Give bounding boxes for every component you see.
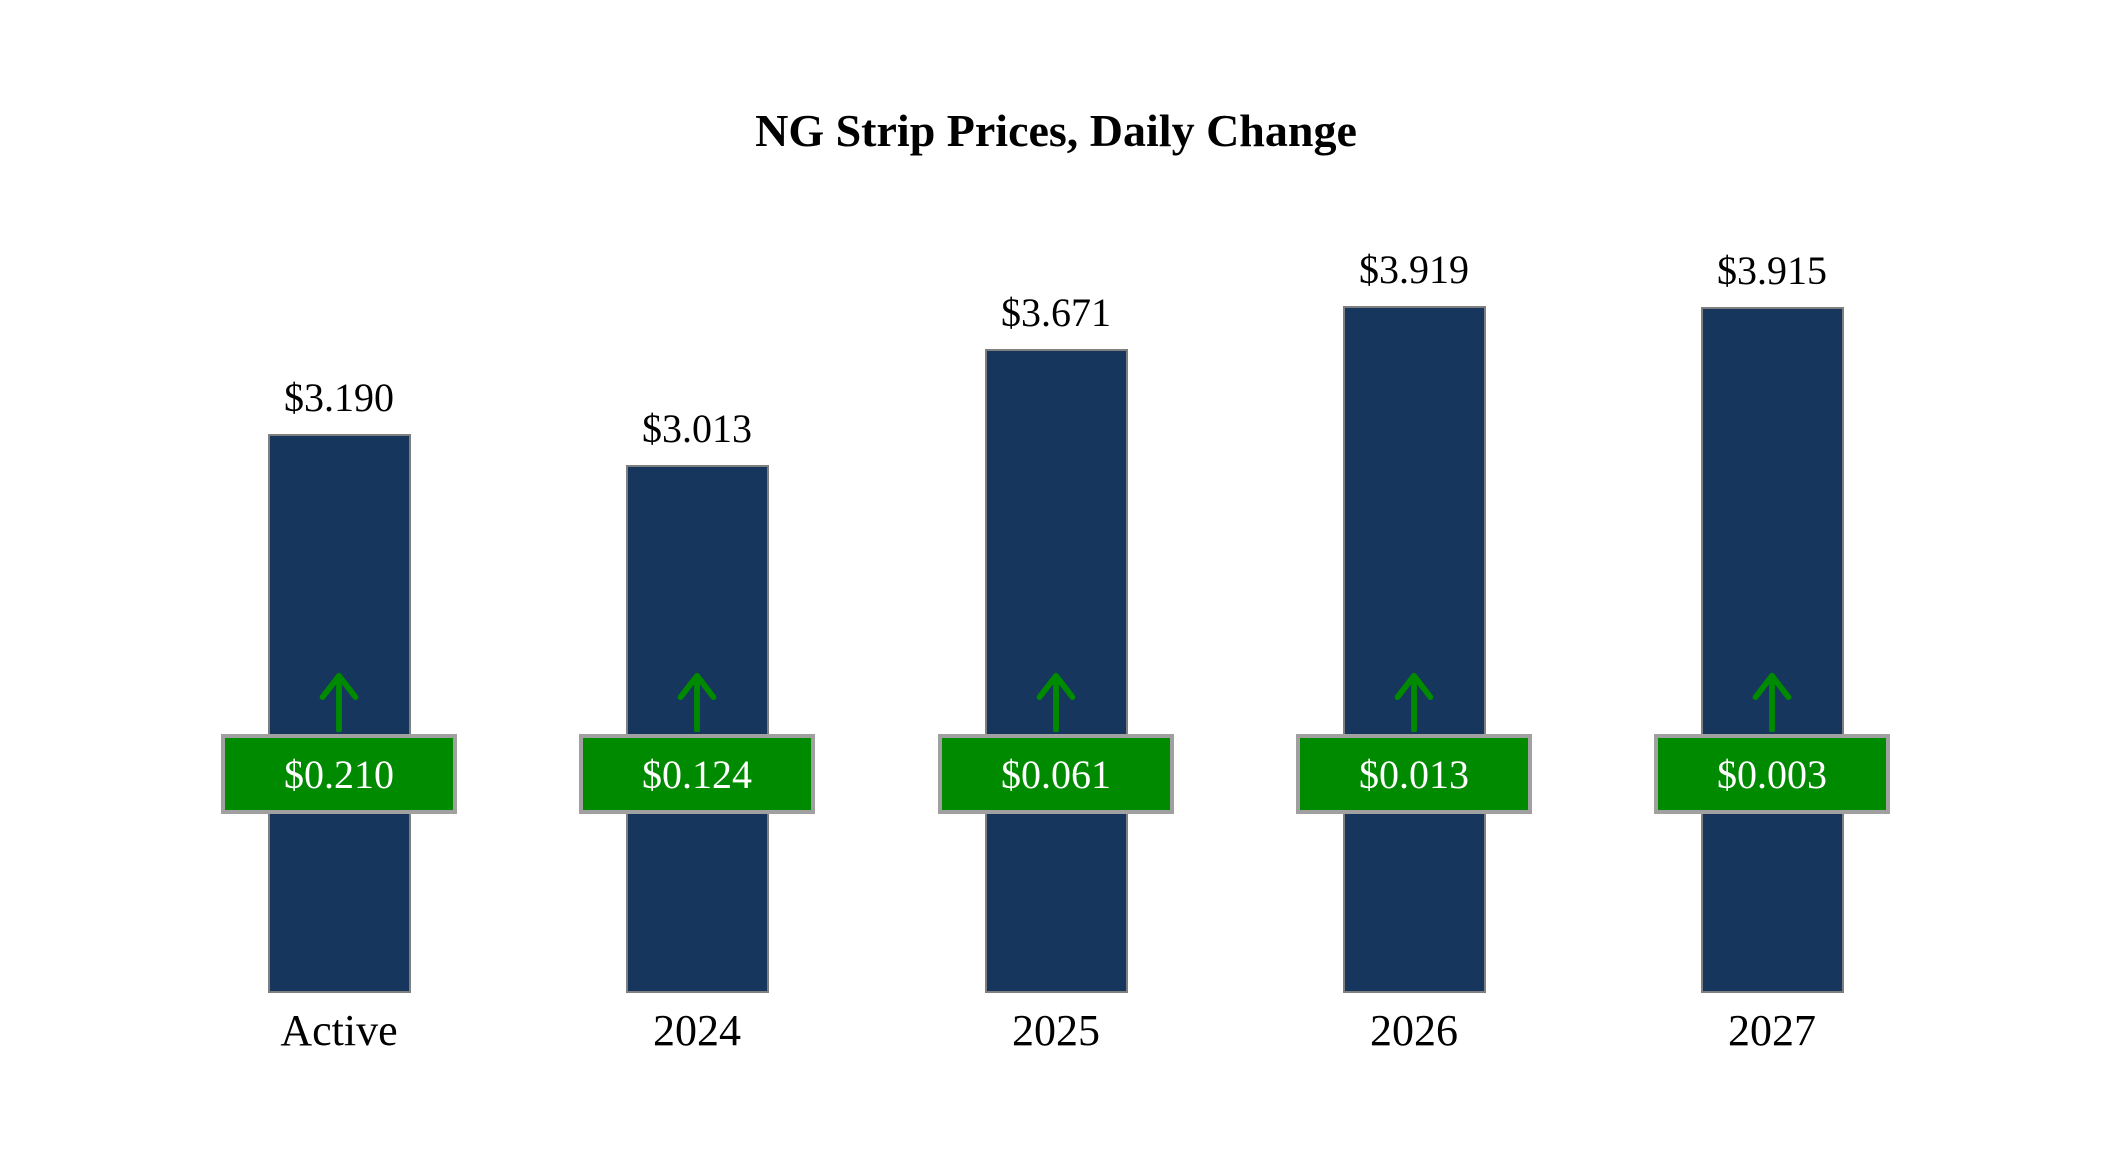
change-label: $0.210	[284, 751, 394, 797]
up-arrow-icon	[1744, 670, 1800, 732]
value-label: $3.919	[1359, 247, 1469, 292]
up-arrow-icon	[1386, 670, 1442, 732]
category-label: 2025	[1012, 1006, 1100, 1055]
change-badge: $0.124	[579, 734, 815, 814]
change-badge: $0.210	[221, 734, 457, 814]
value-label: $3.915	[1717, 248, 1827, 293]
value-label: $3.671	[1001, 290, 1111, 335]
change-badge: $0.003	[1654, 734, 1890, 814]
change-label: $0.013	[1359, 751, 1469, 797]
bar	[1342, 306, 1486, 993]
up-arrow-icon	[1028, 670, 1084, 732]
category-label: 2026	[1370, 1006, 1458, 1055]
bar	[984, 349, 1128, 993]
bar	[1700, 307, 1844, 993]
change-label: $0.003	[1717, 751, 1827, 797]
category-label: 2027	[1728, 1006, 1816, 1055]
change-badge: $0.061	[938, 734, 1174, 814]
category-label: 2024	[653, 1006, 741, 1055]
chart-title: NG Strip Prices, Daily Change	[755, 105, 1357, 156]
change-label: $0.124	[642, 751, 752, 797]
change-badge: $0.013	[1296, 734, 1532, 814]
category-label: Active	[280, 1006, 398, 1055]
up-arrow-icon	[669, 670, 725, 732]
change-label: $0.061	[1001, 751, 1111, 797]
up-arrow-icon	[311, 670, 367, 732]
value-label: $3.013	[642, 406, 752, 451]
value-label: $3.190	[284, 375, 394, 420]
